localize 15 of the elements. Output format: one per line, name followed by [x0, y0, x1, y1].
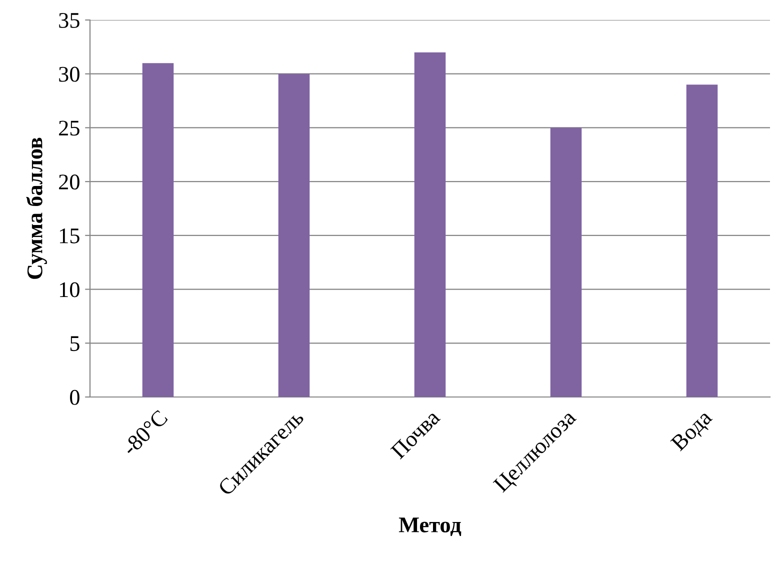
bar: [142, 63, 174, 397]
y-tick-label: 0: [70, 390, 80, 405]
y-tick-label: 10: [60, 282, 80, 298]
y-tick-label: 25: [59, 120, 80, 136]
y-tick-label: 5: [70, 336, 80, 352]
y-axis-title: Сумма баллов: [26, 138, 47, 279]
bar: [278, 74, 310, 397]
bar: [414, 52, 446, 397]
y-tick-label: 15: [60, 228, 80, 244]
bar: [550, 128, 582, 397]
x-axis-title: Метод: [398, 518, 462, 536]
bar: [686, 84, 718, 397]
y-tick-label: 20: [59, 174, 80, 190]
y-tick-label: 35: [59, 12, 80, 28]
y-tick-label: 30: [59, 66, 80, 82]
